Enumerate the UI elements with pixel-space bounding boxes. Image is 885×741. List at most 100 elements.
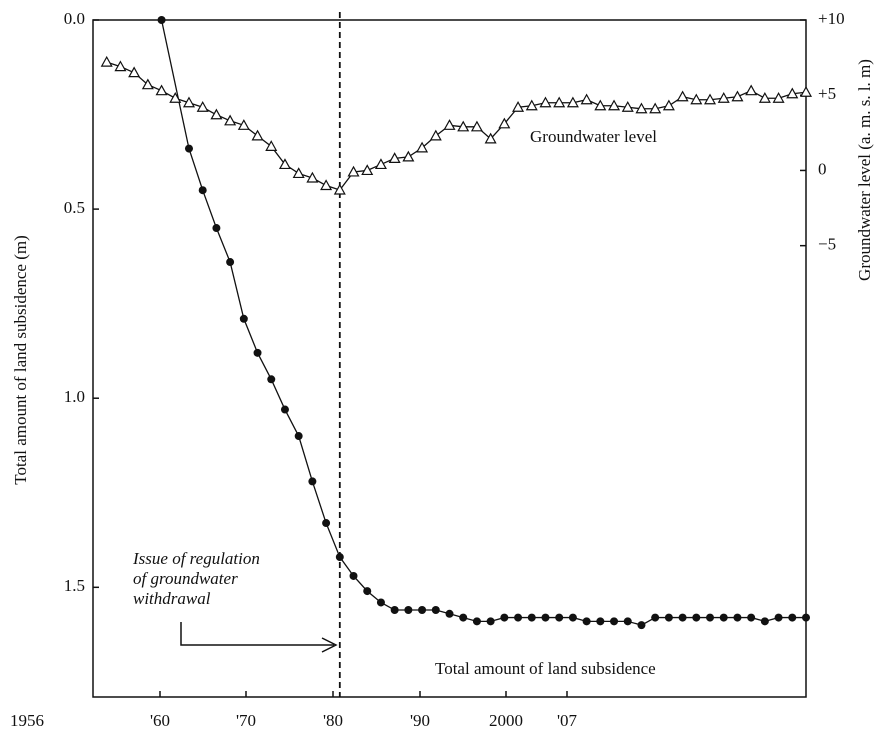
data-point [596,617,605,626]
data-point [157,16,166,24]
data-point [555,613,564,622]
y2-tick-label: −5 [818,235,836,254]
data-point [155,84,168,96]
data-point [335,553,344,562]
x-axis-label: '80 [323,711,343,730]
data-point [237,119,250,130]
data-point [361,164,374,176]
data-point [788,613,797,622]
data-point [128,66,141,78]
data-point [333,183,346,195]
plot-frame [92,19,807,698]
y-tick-label: 0.0 [64,9,85,28]
series-label: Total amount of land subsidence [435,659,656,678]
data-point [404,606,413,615]
y2-tick-label: +5 [818,84,836,103]
y2-axis-label: Groundwater level (a. m. s. l. m) [855,59,874,281]
data-point [649,102,662,114]
data-point [799,85,813,97]
data-point [349,571,358,580]
x-axis-label: '60 [150,711,170,730]
data-point [637,621,646,630]
data-point [374,158,387,170]
data-point [443,119,456,130]
series-line [160,19,806,626]
data-point [239,314,248,323]
data-point [322,519,331,528]
data-point [772,91,785,103]
data-point [664,613,673,622]
arrow-head [321,637,338,653]
data-point [760,617,769,626]
data-point [224,114,237,126]
data-point [553,96,566,108]
data-point [514,613,523,622]
data-point [706,613,715,622]
data-point [758,91,771,103]
data-point [114,60,127,72]
data-point [608,99,621,111]
data-point [280,405,289,414]
data-point [500,613,509,622]
data-point [486,617,495,626]
data-point [267,375,276,384]
data-point [320,179,333,191]
x-axis-label: '07 [557,711,578,730]
data-point [212,224,221,233]
data-point [731,90,744,102]
data-point [747,613,756,622]
data-point [541,613,550,622]
data-point [418,606,427,615]
y-axis-label: Total amount of land subsidence (m) [11,235,30,485]
y-tick-label: 0.5 [64,198,85,217]
data-point [498,117,511,129]
data-point [169,91,182,103]
data-point [582,617,591,626]
data-point [294,432,303,441]
y-tick-label: 1.0 [64,387,85,406]
data-point [363,587,372,596]
data-point [388,152,401,164]
data-point [676,90,689,102]
data-point [786,87,799,99]
data-point [539,96,552,108]
data-point [594,99,607,111]
data-point [198,186,207,195]
data-point [416,141,429,153]
data-point [525,99,538,111]
data-point [141,78,154,90]
data-point [306,171,319,183]
data-point [184,144,193,153]
data-point [802,613,810,622]
data-point [390,606,399,615]
x-axis-label: 2000 [489,711,523,730]
data-point [445,609,454,618]
x-axis-label: '70 [236,711,256,730]
data-point [484,132,497,144]
data-point [580,93,593,105]
data-point [568,613,577,622]
data-point [376,598,385,607]
data-point [429,129,442,141]
data-point [610,617,619,626]
data-point [774,613,783,622]
data-point [292,167,305,179]
annotation-text: of groundwater [133,569,238,588]
data-point [278,158,291,170]
y-tick-label: 1.5 [64,576,85,595]
data-point [457,120,470,132]
data-point [703,93,717,105]
data-point [470,120,483,132]
data-point [253,348,262,357]
x-axis-label: 1956 [10,711,44,730]
data-point [347,165,360,177]
x-axis-label: '90 [410,711,430,730]
data-point [100,55,113,67]
data-point [196,101,209,112]
annotation-arrow [180,622,334,646]
data-point [621,101,634,112]
data-point [717,91,730,103]
data-point [210,108,223,120]
data-point [527,613,536,622]
data-point [182,96,196,108]
